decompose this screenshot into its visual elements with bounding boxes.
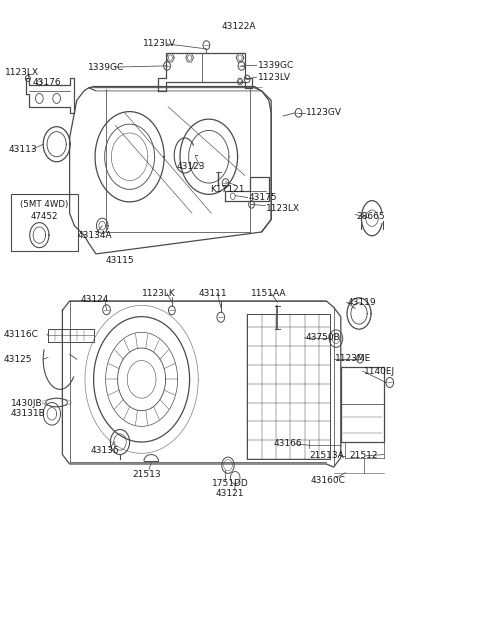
Text: 1339GC: 1339GC <box>88 63 124 71</box>
Text: 43136: 43136 <box>90 446 119 455</box>
Text: 1123LX: 1123LX <box>5 68 39 77</box>
Text: 1751DD: 1751DD <box>212 479 249 488</box>
Text: 1123LV: 1123LV <box>143 40 176 48</box>
Text: 43134A: 43134A <box>78 231 112 240</box>
Text: 1151AA: 1151AA <box>251 289 287 298</box>
Text: 43160C: 43160C <box>310 477 345 485</box>
Text: 43125: 43125 <box>4 355 32 364</box>
Text: 1123LK: 1123LK <box>142 289 176 298</box>
Text: K17121: K17121 <box>210 185 245 194</box>
Text: 28665: 28665 <box>356 212 385 221</box>
Text: 21513: 21513 <box>132 470 161 478</box>
Text: 43121: 43121 <box>216 489 244 498</box>
Text: (5MT 4WD): (5MT 4WD) <box>20 200 68 209</box>
Text: 43123: 43123 <box>177 162 205 171</box>
Text: 43111: 43111 <box>198 289 227 298</box>
Text: 43116C: 43116C <box>4 330 39 339</box>
Text: 43750B: 43750B <box>305 334 340 342</box>
Text: 43176: 43176 <box>33 78 61 87</box>
Text: 1123GV: 1123GV <box>306 108 342 117</box>
Text: 43124: 43124 <box>81 295 109 303</box>
Text: 43113: 43113 <box>9 145 37 154</box>
Text: 43115: 43115 <box>106 256 134 265</box>
Text: 21513A: 21513A <box>309 451 344 460</box>
Text: 1140EJ: 1140EJ <box>364 367 395 376</box>
Text: 43131B: 43131B <box>11 409 46 418</box>
Text: 43166: 43166 <box>274 440 302 448</box>
Text: 1339GC: 1339GC <box>258 61 294 70</box>
Text: 43175: 43175 <box>249 193 277 202</box>
Text: 43122A: 43122A <box>221 22 256 31</box>
Text: 43119: 43119 <box>348 298 376 307</box>
Text: 1123LX: 1123LX <box>266 204 300 213</box>
Text: 1123LV: 1123LV <box>258 73 291 82</box>
Text: 47452: 47452 <box>30 213 58 221</box>
Text: 1123ME: 1123ME <box>335 354 372 363</box>
Text: 1430JB: 1430JB <box>11 399 43 408</box>
Text: 21512: 21512 <box>349 451 378 460</box>
